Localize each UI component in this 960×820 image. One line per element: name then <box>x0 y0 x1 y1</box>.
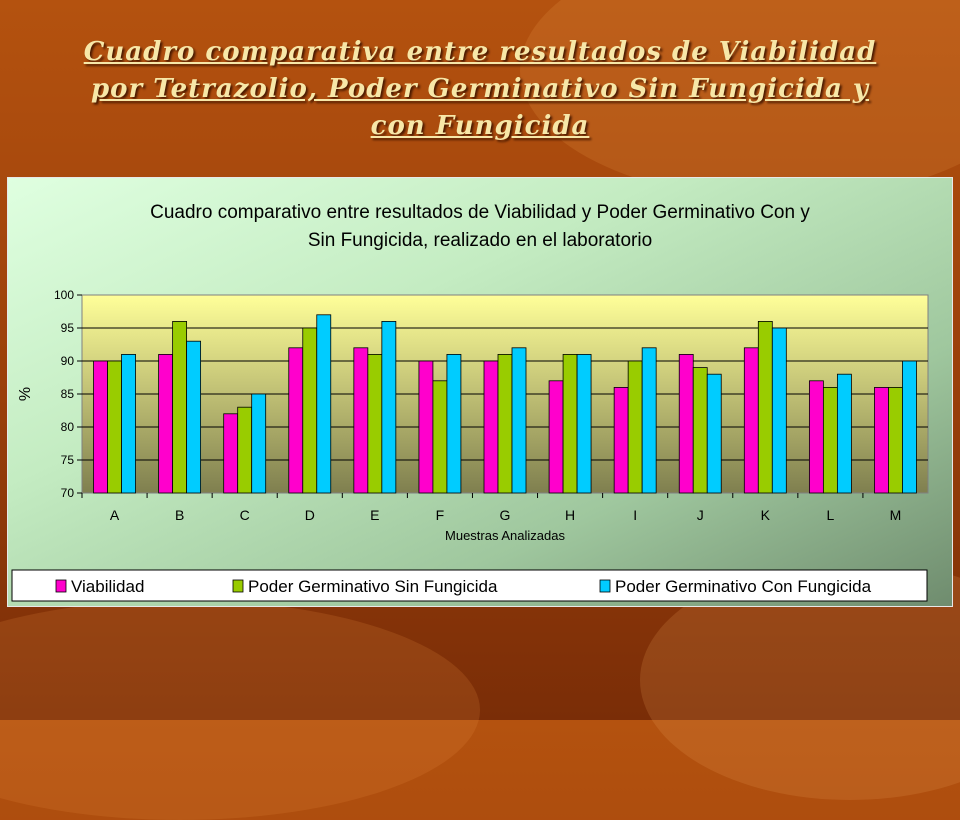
chart-title-line2: Sin Fungicida, realizado en el laborator… <box>308 230 652 251</box>
bar <box>836 373 852 494</box>
x-tick-label: J <box>697 507 704 523</box>
bar <box>627 360 643 494</box>
y-tick-label: 90 <box>61 354 75 368</box>
bar <box>548 380 564 494</box>
bar <box>874 386 889 494</box>
bar <box>743 347 759 494</box>
bar <box>757 320 773 494</box>
x-tick-labels: A B C D E F G H I J K L M <box>110 507 901 523</box>
x-tick-label: M <box>890 507 902 523</box>
bar <box>93 360 108 494</box>
x-tick-label: D <box>305 507 315 523</box>
bar <box>251 393 267 494</box>
background-swoosh <box>0 600 480 820</box>
bar <box>902 360 917 494</box>
x-tick-label: E <box>370 507 379 523</box>
legend-swatch <box>232 579 244 593</box>
bar <box>158 353 174 494</box>
bar <box>576 353 592 494</box>
y-tick-label: 95 <box>61 321 75 335</box>
bar <box>692 367 708 494</box>
bar <box>483 360 499 494</box>
legend-swatch <box>599 579 611 593</box>
legend: Viabilidad Poder Germinativo Sin Fungicid… <box>11 569 928 602</box>
bar <box>237 406 253 494</box>
bar <box>432 380 448 494</box>
y-tick-label: 85 <box>61 387 75 401</box>
x-tick-label: A <box>110 507 120 523</box>
x-tick-label: K <box>761 507 771 523</box>
y-tick-label: 70 <box>61 486 75 500</box>
bar <box>418 360 434 494</box>
bar <box>186 340 202 494</box>
bar <box>446 353 462 494</box>
y-tick-label: 80 <box>61 420 75 434</box>
x-tick-label: F <box>436 507 445 523</box>
bar <box>706 373 722 494</box>
slide-title: Cuadro comparativa entre resultados de V… <box>83 37 877 141</box>
bar <box>888 386 903 494</box>
bar <box>121 353 136 494</box>
legend-label: Viabilidad <box>71 577 144 596</box>
bar <box>223 413 239 494</box>
bar <box>381 320 397 494</box>
legend-label: Poder Germinativo Con Fungicida <box>615 577 872 596</box>
x-axis-label: Muestras Analizadas <box>445 528 565 543</box>
legend-swatch <box>55 579 67 593</box>
bar <box>367 353 383 494</box>
bar <box>511 347 527 494</box>
bar <box>316 314 332 494</box>
y-axis-label: % <box>17 387 34 401</box>
bar <box>107 360 122 494</box>
x-tick-label: C <box>240 507 250 523</box>
chart-panel: Cuadro comparativo entre resultados de V… <box>7 177 953 607</box>
bar <box>613 386 629 494</box>
bar <box>353 347 369 494</box>
chart-title-line1: Cuadro comparativo entre resultados de V… <box>150 202 810 223</box>
bar <box>822 386 838 494</box>
bars-group <box>93 314 917 494</box>
legend-label: Poder Germinativo Sin Fungicida <box>248 577 498 596</box>
legend-box <box>11 569 928 602</box>
bar <box>562 353 578 494</box>
bar <box>808 380 824 494</box>
bar <box>172 320 188 494</box>
bar <box>497 353 513 494</box>
bar-chart: Cuadro comparativo entre resultados de V… <box>11 202 929 602</box>
x-tick-label: L <box>826 507 834 523</box>
bar <box>678 353 694 494</box>
bar <box>302 327 318 494</box>
x-tick-label: B <box>175 507 184 523</box>
x-tick-label: H <box>565 507 575 523</box>
bar <box>641 347 657 494</box>
y-tick-label: 100 <box>54 288 74 302</box>
y-tick-labels: 70 75 80 85 90 95 100 <box>54 288 74 500</box>
y-tick-label: 75 <box>61 453 75 467</box>
x-tick-label: G <box>500 507 511 523</box>
x-tick-label: I <box>633 507 637 523</box>
bar <box>288 347 304 494</box>
bar <box>771 327 787 494</box>
